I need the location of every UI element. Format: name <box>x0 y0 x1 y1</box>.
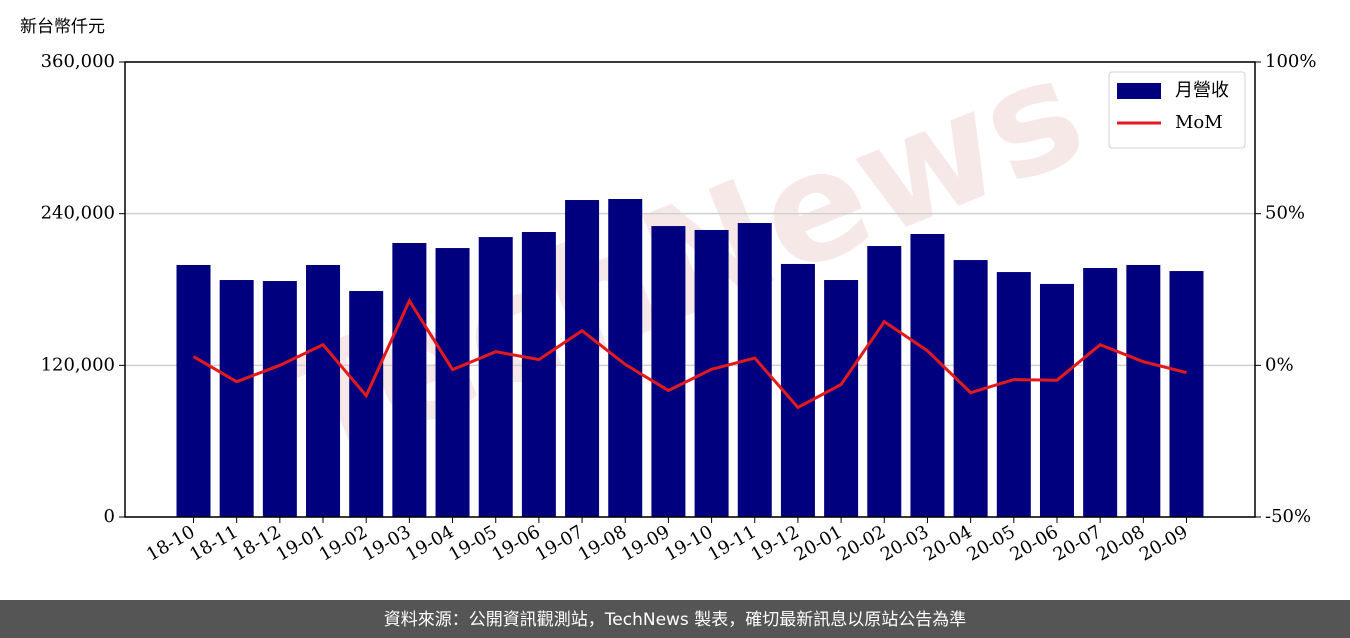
line <box>192 297 1187 410</box>
y-tick-label: 240,000 <box>41 203 115 224</box>
x-tick-label: 19-12 <box>747 521 802 565</box>
bar <box>565 200 600 517</box>
y-axis-label: 新台幣仟元 <box>20 17 105 37</box>
x-tick-label: 19-05 <box>445 521 500 565</box>
x-tick-label: 19-09 <box>618 521 673 565</box>
bar <box>478 237 513 517</box>
x-tick-label: 20-09 <box>1136 521 1191 565</box>
x-tick-label: 20-01 <box>791 521 846 565</box>
x-tick-label: 19-04 <box>402 521 457 565</box>
bar <box>262 281 297 517</box>
x-tick-label: 20-06 <box>1007 521 1062 565</box>
bar <box>1083 268 1118 517</box>
legend-label: 月營收 <box>1175 80 1229 101</box>
x-tick-label: 18-12 <box>229 521 284 565</box>
x-tick-label: 19-01 <box>273 521 328 565</box>
x-tick-label: 20-08 <box>1093 521 1148 565</box>
legend-swatch <box>1117 83 1161 99</box>
x-tick-label: 19-10 <box>661 521 716 565</box>
bar <box>910 234 945 518</box>
bar <box>1039 283 1074 517</box>
bar <box>1126 264 1161 517</box>
y-tick-label: 360,000 <box>41 51 115 72</box>
footer: 資料來源：公開資訊觀測站，TechNews 製表，確切最新訊息以原站公告為準 <box>384 610 966 630</box>
y-tick-label: 0 <box>104 506 115 527</box>
bar <box>1169 271 1204 517</box>
bar <box>349 291 384 517</box>
bar <box>608 199 643 517</box>
x-tick-label: 18-10 <box>143 521 198 565</box>
plot-frame <box>124 61 1256 518</box>
x-tick-label: 19-11 <box>704 521 759 565</box>
x-tick-label: 20-04 <box>920 521 975 565</box>
y2-tick-label: -50% <box>1265 506 1311 527</box>
x-tick-label: 19-06 <box>488 521 543 565</box>
x-tick-label: 20-03 <box>877 521 932 565</box>
y-tick-label: 120,000 <box>41 354 115 375</box>
x-tick-label: 19-02 <box>316 521 371 565</box>
bar <box>996 272 1031 517</box>
x-tick-label: 19-08 <box>575 521 630 565</box>
legend-label: MoM <box>1175 112 1223 133</box>
x-tick-label: 20-05 <box>963 521 1018 565</box>
bar <box>176 264 211 517</box>
bar <box>521 231 556 518</box>
bar <box>435 248 470 518</box>
bar <box>219 280 254 517</box>
x-tick-label: 19-03 <box>359 521 414 565</box>
x-tick-label: 20-07 <box>1050 521 1105 565</box>
bar <box>867 246 902 517</box>
x-tick-label: 20-02 <box>834 521 889 565</box>
footer-band <box>0 600 1350 638</box>
y2-tick-label: 50% <box>1265 203 1305 224</box>
bar <box>651 226 686 517</box>
bar <box>306 264 341 517</box>
bar <box>780 263 815 517</box>
bar <box>824 280 859 517</box>
y2-tick-label: 100% <box>1265 51 1316 72</box>
x-tick-label: 19-07 <box>532 521 587 565</box>
bar <box>392 242 427 517</box>
y2-tick-label: 0% <box>1265 354 1294 375</box>
x-tick-label: 18-11 <box>186 521 241 565</box>
